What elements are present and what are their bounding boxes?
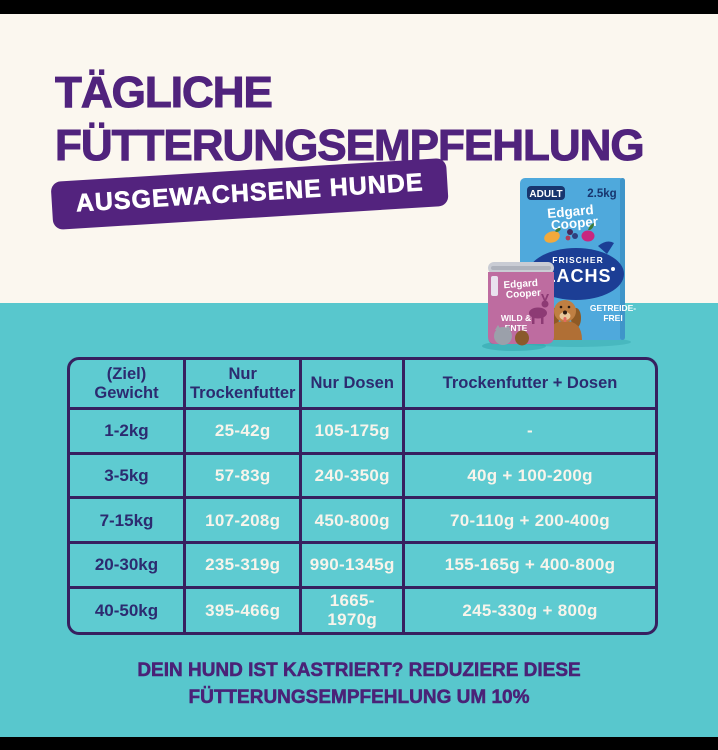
can-brand-logo: Edgard Cooper [503,278,542,301]
beetroot-icon [581,230,595,242]
fish-eye [611,267,615,271]
fruit-illustrations [544,223,595,243]
weight-cell: 20-30kg [70,544,183,586]
svg-text:Edgard: Edgard [547,202,595,221]
page-title: TÄGLICHE FÜTTERUNGSEMPFEHLUNG [55,66,646,172]
svg-text:WILD &: WILD & [501,313,531,323]
can-body [488,272,554,344]
bag-age-badge-label: ADULT [529,189,562,200]
table-header-cell: Nur Trockenfutter [186,360,300,407]
letterbox-top [0,0,718,14]
amount-cell: 240-350g [302,454,403,497]
amount-cell: 450-800g [302,499,403,542]
bag-brand-logo: Edgard Cooper [547,202,600,233]
neutered-note-line1: DEIN HUND IST KASTRIERT? REDUZIERE DIESE [137,660,581,682]
amount-cell: 40g + 100-200g [405,454,655,497]
bag-age-badge [527,186,565,200]
svg-text:ENTE: ENTE [505,323,528,333]
weight-cell: 40-50kg [70,588,183,632]
cat-illustration [494,325,512,345]
can-side-badge [491,276,498,296]
feeding-table: (Ziel) Gewicht Nur Trockenfutter Nur Dosen… [67,357,658,635]
product-illustration: ADULT 2.5kg Edgard Cooper [482,178,636,351]
svg-text:Edgard: Edgard [503,278,538,291]
svg-text:Cooper: Cooper [506,288,542,301]
amount-cell: 107-208g [186,499,300,542]
deer-illustration [529,294,549,324]
neutered-note-line2: FÜTTERUNGSEMPFEHLUNG UM 10% [188,687,530,709]
amount-cell: 57-83g [186,454,300,497]
svg-text:GETREIDE-: GETREIDE- [590,303,636,313]
puppy-illustration [515,330,529,346]
berry-icon [572,233,578,239]
can-variety-label: WILD & ENTE [501,313,531,333]
svg-text:Cooper: Cooper [550,214,599,233]
amount-cell: 25-42g [186,410,300,452]
neutered-note: DEIN HUND IST KASTRIERT? REDUZIERE DIESE… [0,657,718,711]
grain-free-claim: GETREIDE- FREI [590,303,636,323]
amount-cell: 245-330g + 800g [405,588,655,632]
bag-variety-small: FRISCHER [552,255,603,265]
amount-cell: 155-165g + 400-800g [405,544,655,586]
berry-icon [565,235,571,241]
amount-cell: 395-466g [186,588,300,632]
product-images: ADULT 2.5kg Edgard Cooper [480,170,660,354]
table-header-cell: (Ziel) Gewicht [70,360,183,407]
amount-cell: 235-319g [186,544,300,586]
amount-cell: 1665-1970g [302,588,403,632]
amount-cell: 70-110g + 200-400g [405,499,655,542]
page-title-line1: TÄGLICHE [55,68,274,118]
table-header-cell: Trockenfutter + Dosen [405,360,655,407]
bag-weight-label: 2.5kg [587,188,616,200]
bag-variety-large: LACHS [545,266,612,286]
svg-text:FREI: FREI [603,313,622,323]
letterbox-bottom [0,737,718,750]
amount-cell: 990-1345g [302,544,403,586]
berry-icon [567,229,573,235]
can-product-image: Edgard Cooper WILD & ENTE [488,262,554,346]
weight-cell: 3-5kg [70,454,183,497]
amount-cell: 105-175g [302,410,403,452]
weight-cell: 1-2kg [70,410,183,452]
weight-cell: 7-15kg [70,499,183,542]
mango-icon [544,231,560,243]
table-header-cell: Nur Dosen [302,360,403,407]
page-title-line2: FÜTTERUNGSEMPFEHLUNG [55,121,646,171]
amount-cell: - [405,410,655,452]
